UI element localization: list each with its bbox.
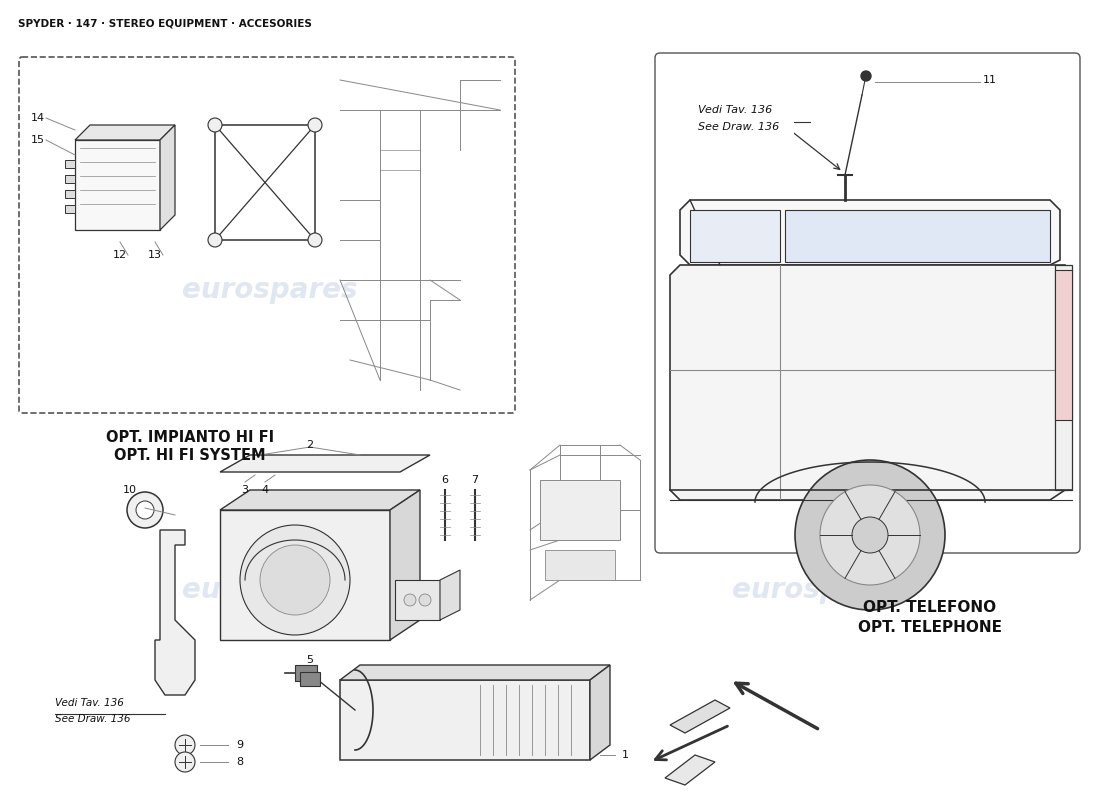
- Text: 15: 15: [31, 135, 45, 145]
- Text: 10: 10: [123, 485, 138, 495]
- Polygon shape: [155, 530, 195, 695]
- Polygon shape: [670, 265, 1065, 500]
- Text: 4: 4: [262, 485, 268, 495]
- Polygon shape: [680, 200, 1060, 265]
- Text: See Draw. 136: See Draw. 136: [698, 122, 779, 132]
- Polygon shape: [785, 210, 1050, 262]
- Circle shape: [208, 233, 222, 247]
- Polygon shape: [440, 570, 460, 620]
- Circle shape: [175, 752, 195, 772]
- Polygon shape: [390, 490, 420, 640]
- Text: 2: 2: [307, 440, 314, 450]
- Bar: [300, 672, 320, 686]
- Polygon shape: [340, 680, 590, 760]
- Text: OPT. TELEPHONE: OPT. TELEPHONE: [858, 620, 1002, 635]
- Text: Vedi Tav. 136: Vedi Tav. 136: [55, 698, 124, 708]
- Polygon shape: [160, 125, 175, 230]
- Circle shape: [861, 71, 871, 81]
- Circle shape: [308, 118, 322, 132]
- Bar: [295, 665, 317, 681]
- Circle shape: [795, 460, 945, 610]
- Bar: [65, 160, 75, 168]
- Text: 7: 7: [472, 475, 478, 485]
- Text: 13: 13: [148, 250, 162, 260]
- Bar: [65, 205, 75, 213]
- Circle shape: [852, 517, 888, 553]
- Polygon shape: [1055, 265, 1072, 490]
- Text: 12: 12: [113, 250, 128, 260]
- Polygon shape: [666, 755, 715, 785]
- Polygon shape: [75, 125, 175, 140]
- Polygon shape: [75, 140, 160, 230]
- Text: 9: 9: [236, 740, 243, 750]
- Polygon shape: [690, 210, 780, 262]
- Text: 1: 1: [621, 750, 628, 760]
- Text: eurospares: eurospares: [183, 576, 358, 604]
- Circle shape: [126, 492, 163, 528]
- Text: 11: 11: [983, 75, 997, 85]
- Polygon shape: [340, 665, 610, 680]
- Bar: [65, 175, 75, 183]
- Circle shape: [404, 594, 416, 606]
- Text: SPYDER · 147 · STEREO EQUIPMENT · ACCESORIES: SPYDER · 147 · STEREO EQUIPMENT · ACCESO…: [18, 18, 312, 28]
- Text: eurospares: eurospares: [183, 276, 358, 304]
- Circle shape: [175, 735, 195, 755]
- Circle shape: [208, 118, 222, 132]
- Polygon shape: [540, 480, 620, 540]
- Text: See Draw. 136: See Draw. 136: [55, 714, 131, 724]
- Text: 3: 3: [242, 485, 249, 495]
- Text: 6: 6: [441, 475, 449, 485]
- Polygon shape: [544, 550, 615, 580]
- Text: 5: 5: [307, 655, 314, 665]
- Text: eurospares: eurospares: [733, 576, 908, 604]
- Polygon shape: [1055, 270, 1072, 420]
- Text: OPT. HI FI SYSTEM: OPT. HI FI SYSTEM: [114, 448, 266, 463]
- Text: eurospares: eurospares: [733, 276, 908, 304]
- Circle shape: [136, 501, 154, 519]
- Text: 8: 8: [236, 757, 243, 767]
- Circle shape: [419, 594, 431, 606]
- Text: 14: 14: [31, 113, 45, 123]
- Bar: [65, 190, 75, 198]
- Circle shape: [260, 545, 330, 615]
- Polygon shape: [395, 580, 440, 620]
- Polygon shape: [220, 510, 390, 640]
- Polygon shape: [220, 455, 430, 472]
- Polygon shape: [670, 700, 730, 733]
- Circle shape: [820, 485, 920, 585]
- Circle shape: [308, 233, 322, 247]
- Polygon shape: [590, 665, 610, 760]
- Polygon shape: [220, 490, 420, 510]
- Text: OPT. IMPIANTO HI FI: OPT. IMPIANTO HI FI: [106, 430, 274, 445]
- Circle shape: [240, 525, 350, 635]
- Text: OPT. TELEFONO: OPT. TELEFONO: [864, 600, 997, 615]
- Text: Vedi Tav. 136: Vedi Tav. 136: [698, 105, 772, 115]
